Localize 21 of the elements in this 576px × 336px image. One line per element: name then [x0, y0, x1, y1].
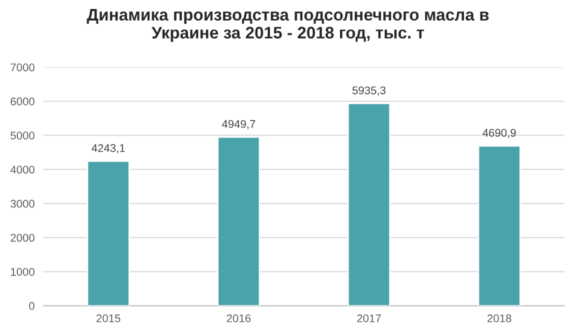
y-tick-label: 4000 — [10, 166, 34, 174]
data-label: 4690,9 — [482, 128, 516, 138]
data-label: 4243,1 — [92, 144, 125, 154]
data-label: 5935,3 — [352, 86, 386, 96]
bar — [478, 145, 521, 306]
chart-title: Динамика производства подсолнечного масла в Украине за 2015 - 2018 год, тыс. т — [86, 9, 489, 42]
y-tick-label: 6000 — [10, 98, 34, 106]
y-tick-label: 1000 — [11, 268, 34, 276]
y-tick-label: 5000 — [10, 132, 34, 140]
x-tick-label: 2016 — [226, 314, 251, 322]
bar — [86, 160, 130, 306]
bar — [217, 136, 260, 306]
bar — [347, 102, 391, 306]
x-tick-label: 2018 — [488, 314, 512, 322]
y-tick-label: 7000 — [10, 63, 34, 72]
y-tick-label: 0 — [29, 302, 34, 310]
x-tick-label: 2015 — [96, 314, 120, 322]
x-tick-label: 2017 — [357, 314, 381, 322]
y-tick-label: 3000 — [10, 200, 34, 208]
y-tick-label: 2000 — [10, 234, 34, 242]
data-label: 4949,7 — [222, 120, 256, 130]
